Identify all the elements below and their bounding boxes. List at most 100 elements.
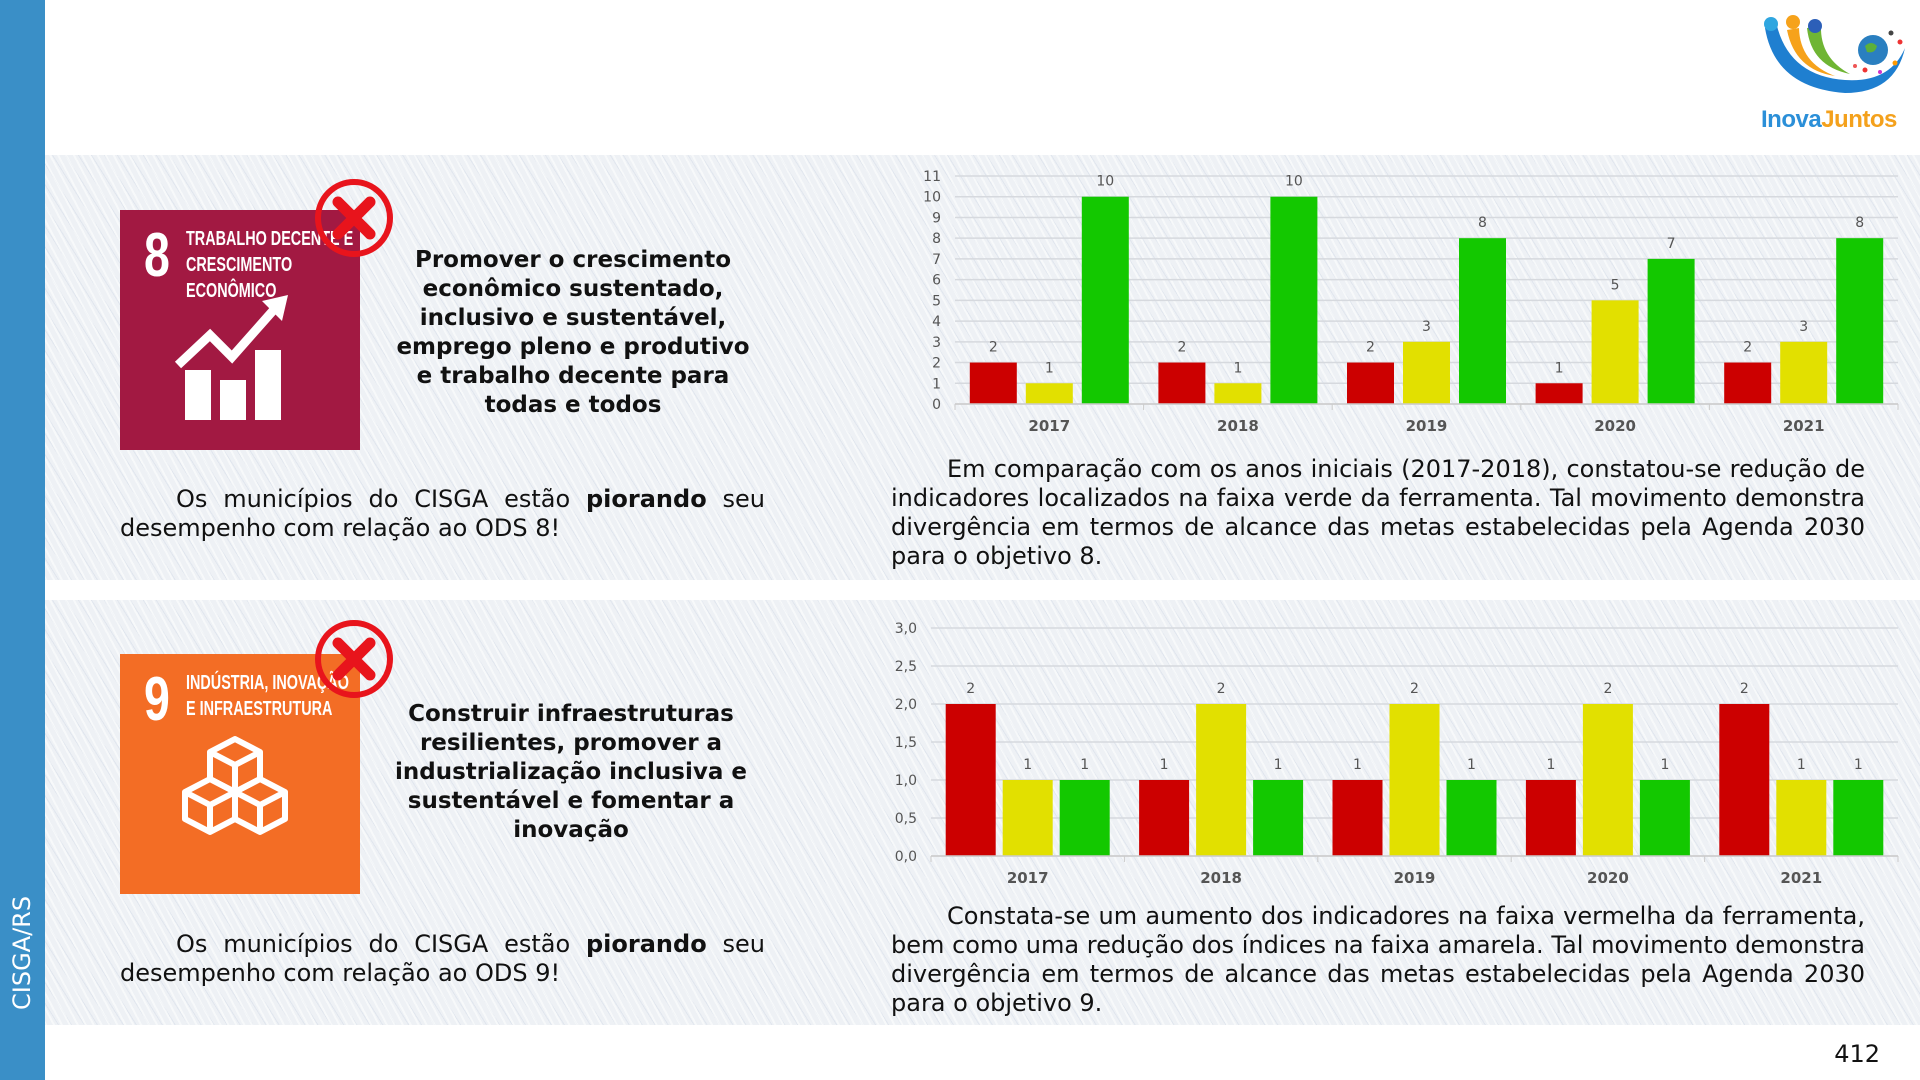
bar-vermelho-2019: [1347, 362, 1394, 404]
x-category-label: 2017: [1028, 417, 1070, 435]
x-category-label: 2018: [1217, 417, 1259, 435]
y-tick-label: 3: [932, 335, 941, 351]
bar-vermelho-2018: [1139, 780, 1190, 856]
data-label: 1: [1660, 757, 1669, 773]
bar-vermelho-2021: [1724, 362, 1772, 404]
sdg-title: INDÚSTRIA, INOVAÇÃO E INFRAESTRUTURA: [186, 670, 349, 722]
x-mark-icon: [315, 620, 393, 698]
bar-verde-2019: [1446, 780, 1497, 856]
bar-amarelo-2019: [1403, 341, 1450, 404]
status-bold: piorando: [586, 485, 707, 513]
bar-amarelo-2018: [1196, 704, 1247, 856]
bar-vermelho-2018: [1158, 362, 1206, 404]
x-mark-icon: [315, 179, 393, 257]
data-label: 3: [1799, 319, 1808, 335]
y-tick-label: 2,0: [895, 697, 917, 713]
data-label: 1: [1274, 757, 1283, 773]
x-category-label: 2019: [1406, 417, 1448, 435]
sdg9-bar-chart: 0,0 0,5 1,0 1,5 2,0 2,5 3,0 2017 2 1 1 2018 1 2 1 2019 1…: [895, 621, 1899, 887]
data-label: 1: [1023, 757, 1032, 773]
y-tick-label: 0,0: [895, 849, 917, 865]
y-tick-label: 6: [932, 273, 941, 289]
page-number: 412: [1834, 1040, 1880, 1068]
bar-verde-2018: [1270, 196, 1318, 404]
bar-amarelo-2017: [1025, 383, 1073, 404]
bar-amarelo-2017: [1002, 780, 1053, 856]
data-label: 1: [1080, 757, 1089, 773]
growth-chart-icon: [174, 295, 288, 420]
status-text: Os municípios do CISGA estão piorando se…: [120, 930, 765, 988]
sdg8-card: 8 TRABALHO DECENTE E CRESCIMENTO ECONÔMI…: [120, 210, 360, 450]
logo-emblem-icon: [1764, 15, 1905, 93]
data-label: 1: [1467, 757, 1476, 773]
sdg9-panel: 9 INDÚSTRIA, INOVAÇÃO E INFRAESTRUTURA C…: [45, 600, 1920, 1025]
bar-amarelo-2019: [1389, 704, 1440, 856]
bar-vermelho-2019: [1332, 780, 1383, 856]
data-label: 2: [1410, 681, 1419, 697]
logo-text-inova: Inova: [1761, 106, 1822, 133]
data-label: 1: [1045, 360, 1054, 376]
data-label: 2: [1366, 340, 1375, 356]
sdg-title-line: E INFRAESTRUTURA: [186, 698, 333, 720]
data-label: 1: [1854, 757, 1863, 773]
x-category-label: 2021: [1783, 417, 1825, 435]
status-after: seu desempenho com relação ao ODS 9!: [120, 930, 765, 987]
y-tick-label: 1: [932, 376, 941, 392]
status-bold: piorando: [586, 930, 707, 958]
sdg-number: 8: [144, 221, 170, 290]
data-label: 5: [1611, 277, 1620, 293]
y-tick-label: 5: [932, 293, 941, 309]
bar-amarelo-2020: [1582, 704, 1633, 856]
bar-verde-2019: [1459, 238, 1506, 404]
x-category-label: 2021: [1780, 869, 1822, 887]
data-label: 2: [966, 681, 975, 697]
analysis-text: Constata-se um aumento dos indicadores n…: [891, 902, 1865, 1017]
sidebar-label: CISGA/RS: [8, 895, 36, 1010]
bar-verde-2021: [1836, 238, 1884, 404]
y-tick-label: 11: [923, 169, 941, 185]
data-label: 2: [1743, 340, 1752, 356]
data-label: 3: [1422, 319, 1431, 335]
inovajuntos-logo: InovaJuntos: [1755, 8, 1915, 138]
sdg-goal-text: Construir infraestruturas resilientes, p…: [394, 701, 747, 843]
cubes-icon: [182, 736, 288, 835]
sdg9-card: 9 INDÚSTRIA, INOVAÇÃO E INFRAESTRUTURA: [120, 654, 360, 894]
sdg-goal-text: Promover o crescimento econômico sustent…: [396, 247, 750, 418]
data-label: 2: [1217, 681, 1226, 697]
y-tick-label: 7: [932, 252, 941, 268]
data-label: 7: [1667, 236, 1676, 252]
data-label: 1: [1797, 757, 1806, 773]
x-category-label: 2019: [1394, 869, 1436, 887]
sdg-title-line: CRESCIMENTO: [186, 254, 293, 276]
data-label: 10: [1285, 174, 1303, 190]
data-label: 1: [1233, 360, 1242, 376]
y-tick-label: 1,0: [895, 773, 917, 789]
status-after: seu desempenho com relação ao ODS 8!: [120, 485, 765, 542]
data-label: 2: [1603, 681, 1612, 697]
y-tick-label: 0,5: [895, 811, 917, 827]
data-label: 1: [1160, 757, 1169, 773]
bar-verde-2017: [1059, 780, 1110, 856]
bar-verde-2020: [1647, 258, 1695, 404]
bar-verde-2021: [1833, 780, 1884, 856]
bar-vermelho-2020: [1525, 780, 1576, 856]
sdg8-bar-chart: 0 1 2 3 4 5 6 7 8 9 10 11 2017 2 1 10 2018 2 1 10 2019 2 3 8 202…: [923, 169, 1899, 435]
data-label: 1: [1353, 757, 1362, 773]
bar-vermelho-2017: [945, 704, 996, 856]
sdg-title-line: ECONÔMICO: [186, 280, 277, 302]
y-tick-label: 9: [932, 210, 941, 226]
y-tick-label: 8: [932, 231, 941, 247]
bar-vermelho-2020: [1535, 383, 1583, 404]
sdg-title-line: INDÚSTRIA, INOVAÇÃO: [186, 672, 349, 694]
sidebar: CISGA/RS: [0, 0, 45, 1080]
bar-verde-2018: [1253, 780, 1304, 856]
bar-amarelo-2018: [1214, 383, 1262, 404]
sdg-title-line: TRABALHO DECENTE E: [186, 228, 354, 250]
x-category-label: 2017: [1007, 869, 1049, 887]
y-tick-label: 3,0: [895, 621, 917, 637]
status-before: Os municípios do CISGA estão: [176, 485, 586, 513]
bar-amarelo-2020: [1591, 300, 1639, 404]
data-label: 2: [1740, 681, 1749, 697]
bar-vermelho-2017: [969, 362, 1017, 404]
status-text: Os municípios do CISGA estão piorando se…: [120, 485, 765, 543]
